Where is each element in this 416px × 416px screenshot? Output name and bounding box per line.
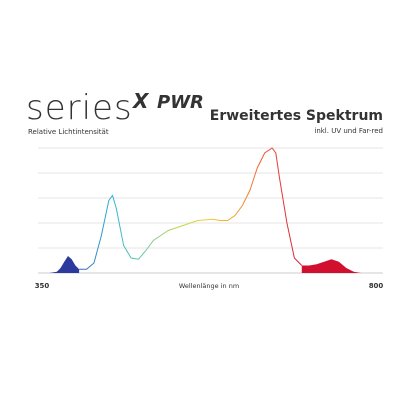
spectrum-area [301, 259, 376, 273]
spectrum-area [42, 256, 80, 273]
logo-mark: X [131, 89, 150, 113]
chart-title: Erweitertes Spektrum [210, 108, 383, 124]
x-axis-label: Wellenlänge in nm [179, 282, 239, 290]
x-tick-label: 350 [35, 282, 50, 290]
spectrum-line [79, 147, 303, 270]
x-tick-label: 800 [369, 282, 384, 290]
logo-suffix: PWR [157, 92, 204, 113]
y-axis-label: Relative Lichtintensität [28, 128, 109, 136]
logo-text: series [26, 88, 133, 128]
chart-subtitle: inkl. UV und Far-red [314, 127, 383, 135]
